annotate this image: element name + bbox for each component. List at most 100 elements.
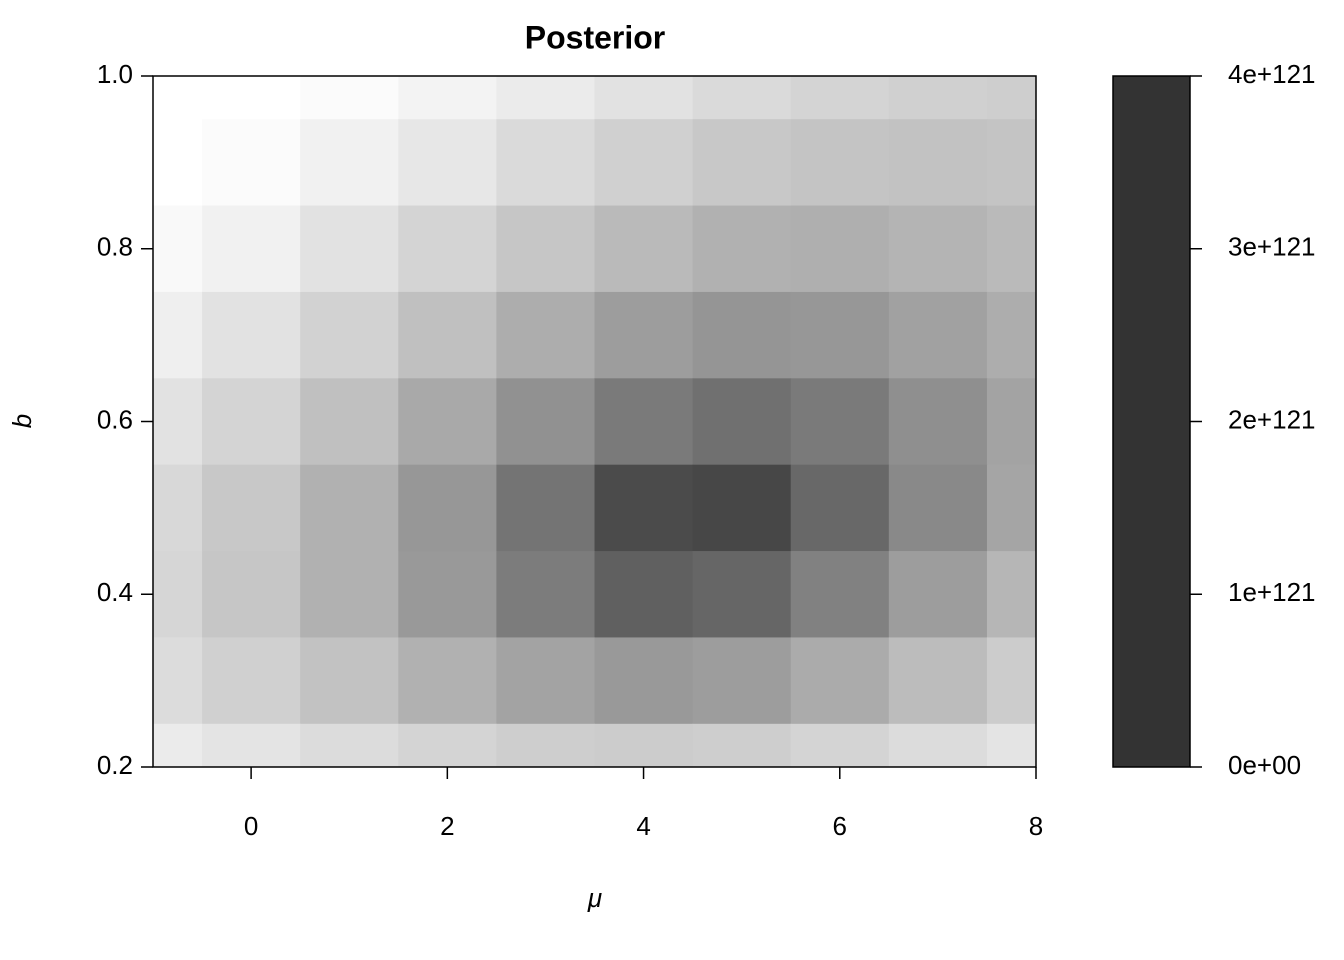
x-tick-label: 4 xyxy=(636,811,650,841)
contour-cell xyxy=(300,291,399,379)
contour-cell xyxy=(692,119,792,207)
contour-cell xyxy=(300,119,399,207)
colorbar-tick-label: 0e+00 xyxy=(1228,750,1301,780)
contour-cell xyxy=(888,291,988,379)
contour-cell xyxy=(153,76,203,120)
contour-cell xyxy=(888,464,988,552)
contour-cell xyxy=(986,637,1037,725)
contour-cell xyxy=(153,551,203,638)
contour-cell xyxy=(398,551,497,638)
contour-cell xyxy=(790,637,890,725)
contour-cell xyxy=(692,291,792,379)
contour-cell xyxy=(300,205,399,293)
contour-cell xyxy=(790,551,890,638)
x-tick-label: 0 xyxy=(244,811,258,841)
contour-cell xyxy=(986,291,1037,379)
contour-cell xyxy=(888,723,988,768)
y-tick-label: 0.8 xyxy=(97,232,133,262)
contour-cell xyxy=(496,119,595,207)
contour-cell xyxy=(888,119,988,207)
contour-cell xyxy=(594,464,694,552)
colorbar-tick-label: 3e+121 xyxy=(1228,232,1315,262)
contour-cell xyxy=(398,119,497,207)
contour-cell xyxy=(398,378,497,466)
y-tick-label: 0.6 xyxy=(97,404,133,434)
y-tick-label: 0.4 xyxy=(97,577,133,607)
contour-cell xyxy=(888,205,988,293)
contour-cell xyxy=(300,76,399,120)
contour-cell xyxy=(496,291,595,379)
contour-cell xyxy=(496,637,595,725)
contour-cell xyxy=(202,378,301,466)
contour-cell xyxy=(496,205,595,293)
colorbar xyxy=(1112,75,1191,768)
contour-cell xyxy=(790,464,890,552)
contour-cell xyxy=(153,119,203,207)
contour-cell xyxy=(888,76,988,120)
contour-cell xyxy=(202,119,301,207)
contour-cell xyxy=(986,464,1037,552)
contour-cell xyxy=(398,76,497,120)
contour-cell xyxy=(692,76,792,120)
contour-cell xyxy=(496,723,595,768)
contour-cell xyxy=(202,723,301,768)
contour-cell xyxy=(398,464,497,552)
contour-cell xyxy=(594,723,694,768)
contour-cell xyxy=(202,464,301,552)
contour-cell xyxy=(692,551,792,638)
colorbar-tick-label: 1e+121 xyxy=(1228,577,1315,607)
contour-cell xyxy=(692,637,792,725)
contour-cell xyxy=(986,205,1037,293)
chart-title: Posterior xyxy=(525,19,665,55)
contour-cell xyxy=(202,291,301,379)
y-tick-label: 0.2 xyxy=(97,750,133,780)
contour-cell xyxy=(300,378,399,466)
contour-cell xyxy=(594,119,694,207)
contour-cell xyxy=(496,464,595,552)
contour-cell xyxy=(986,551,1037,638)
contour-cell xyxy=(153,723,203,768)
contour-cell xyxy=(594,551,694,638)
contour-cell xyxy=(594,637,694,725)
contour-cell xyxy=(398,291,497,379)
contour-cell xyxy=(594,205,694,293)
colorbar-tick-label: 2e+121 xyxy=(1228,404,1315,434)
contour-cell xyxy=(496,76,595,120)
contour-cell xyxy=(300,551,399,638)
contour-cell xyxy=(153,464,203,552)
contour-cell xyxy=(153,637,203,725)
contour-cell xyxy=(986,76,1037,120)
contour-cell xyxy=(790,205,890,293)
contour-cell xyxy=(153,291,203,379)
x-tick-label: 6 xyxy=(833,811,847,841)
contour-cell xyxy=(594,378,694,466)
x-tick-label: 8 xyxy=(1029,811,1043,841)
contour-cell xyxy=(300,637,399,725)
contour-area xyxy=(153,76,1037,768)
y-tick-label: 1.0 xyxy=(97,59,133,89)
contour-cell xyxy=(692,205,792,293)
x-axis-label: μ xyxy=(587,883,602,913)
contour-cell xyxy=(790,76,890,120)
y-axis-label: b xyxy=(7,414,37,428)
contour-cell xyxy=(398,205,497,293)
contour-cell xyxy=(496,378,595,466)
contour-cell xyxy=(986,119,1037,207)
contour-cell xyxy=(202,551,301,638)
contour-cell xyxy=(888,378,988,466)
contour-cell xyxy=(153,378,203,466)
contour-cell xyxy=(398,723,497,768)
x-tick-label: 2 xyxy=(440,811,454,841)
contour-cell xyxy=(496,551,595,638)
contour-cell xyxy=(790,119,890,207)
contour-cell xyxy=(790,291,890,379)
contour-cell xyxy=(153,205,203,293)
contour-cell xyxy=(986,378,1037,466)
contour-cell xyxy=(790,378,890,466)
contour-cell xyxy=(888,551,988,638)
contour-cell xyxy=(790,723,890,768)
contour-cell xyxy=(398,637,497,725)
contour-cell xyxy=(986,723,1037,768)
contour-cell xyxy=(594,291,694,379)
